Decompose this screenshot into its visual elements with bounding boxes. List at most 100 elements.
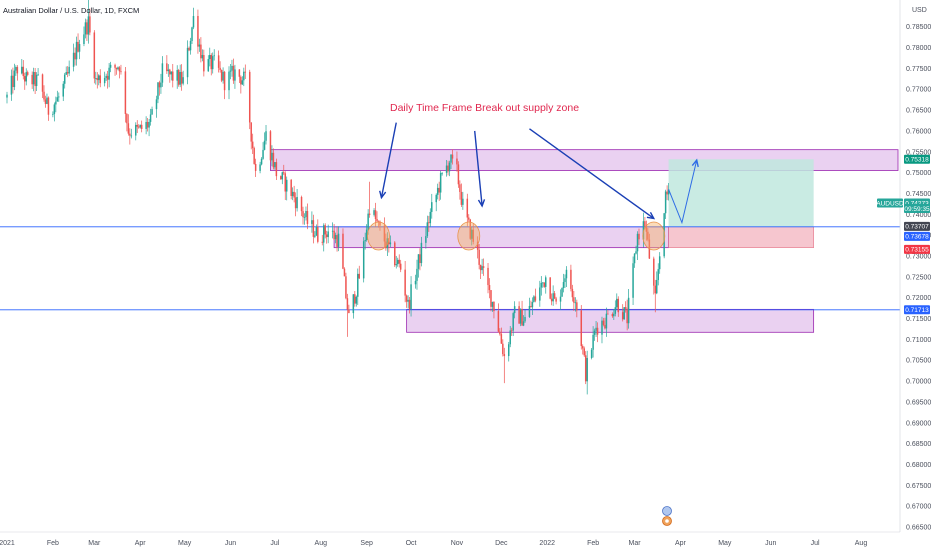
demand-zone[interactable] [406, 308, 815, 333]
price-tick-label: 0.74000 [906, 212, 931, 219]
position-target-area[interactable] [668, 159, 814, 227]
candle-body [647, 231, 649, 240]
candle-body [290, 179, 292, 197]
candle-body [302, 211, 304, 218]
candle-body [254, 163, 257, 171]
candle-body [231, 65, 233, 71]
candle-body [426, 222, 429, 237]
candle-body [590, 349, 593, 359]
forecast-path[interactable] [668, 159, 698, 225]
candle-body [13, 70, 16, 88]
candle-body [130, 135, 133, 137]
time-axis[interactable]: 2021 Feb Mar Apr May Jun Jul Aug Sep Oct Nov Dec 202… [0, 531, 932, 550]
candle-body [367, 213, 369, 230]
long-position-tool[interactable] [668, 159, 814, 248]
candle-body [272, 152, 275, 168]
position-stop-area[interactable] [668, 226, 814, 248]
candle-body [644, 221, 646, 226]
annotation-arrow-3[interactable] [529, 128, 655, 220]
candle-body [419, 254, 421, 264]
candle-body [346, 298, 349, 310]
time-tick-label: May [718, 540, 732, 547]
candle-body [203, 55, 205, 72]
breakout-marker-1[interactable] [367, 221, 390, 251]
candle-body [633, 253, 636, 264]
candle-body [379, 221, 381, 226]
candle-body [89, 16, 91, 33]
candle-body [456, 158, 458, 165]
time-tick-label: Jun [225, 540, 236, 547]
candle-body [12, 75, 14, 88]
time-tick-label: Apr [675, 540, 687, 547]
candle-body [274, 162, 276, 168]
time-tick-label: Nov [451, 540, 464, 547]
candle-body [533, 296, 535, 303]
dividend-icon-dot [665, 519, 669, 523]
candle-body [621, 312, 624, 320]
time-tick-label: 2022 [539, 540, 555, 547]
candle-body [294, 197, 297, 209]
time-tick-label: Feb [47, 540, 59, 547]
candle-body [507, 344, 510, 357]
events-icons[interactable] [662, 506, 672, 526]
candle-body [305, 210, 307, 217]
candle-body [596, 327, 599, 335]
candle-body [56, 97, 59, 102]
price-tick-label: 0.72000 [906, 295, 931, 302]
candle-body [22, 66, 25, 77]
candle-body [105, 75, 107, 78]
price-tick-label: 0.78500 [906, 24, 931, 31]
time-tick-label: Oct [406, 540, 417, 547]
candle-body [189, 41, 192, 51]
price-tag-3: 09:59:35 [904, 206, 930, 213]
candle-body [148, 121, 150, 128]
candle-body [348, 309, 350, 314]
candle-body [457, 164, 460, 185]
candle-body [35, 74, 38, 87]
candle-body [576, 302, 578, 311]
breakout-marker-2[interactable] [457, 221, 481, 251]
candle-body [441, 172, 443, 174]
price-tick-label: 0.67000 [906, 504, 931, 511]
candle-body [510, 330, 513, 332]
candle-body [139, 124, 141, 128]
candle-body [229, 70, 232, 72]
candle-body [284, 173, 287, 192]
candle-body [155, 99, 158, 110]
candle-body [466, 198, 469, 218]
candle-body [331, 230, 334, 232]
event-flag-icon[interactable] [662, 506, 672, 516]
candle-body [540, 282, 543, 288]
candle-body [63, 74, 66, 84]
candle-body [358, 273, 361, 279]
candle-body [389, 242, 392, 245]
candle-body [451, 154, 454, 159]
candle-body [6, 94, 8, 98]
annotation-text[interactable]: Daily Time Frame Break out supply zone [390, 102, 579, 114]
annotation-arrow-1[interactable] [380, 122, 397, 198]
candle-body [68, 66, 70, 74]
candle-body [201, 55, 204, 59]
candle-body [562, 282, 565, 289]
candle-body [414, 280, 417, 285]
candle-body [470, 229, 473, 239]
candle-body [611, 314, 614, 317]
annotation-arrow-2[interactable] [474, 130, 483, 207]
candle-body [425, 236, 427, 243]
candle-body [117, 67, 119, 70]
price-axis[interactable]: USD 0.78500 0.78000 0.77500 0.77000 0.76500 0… [899, 0, 932, 532]
price-tag-7: 0.71713 [905, 307, 929, 314]
candle-body [552, 293, 554, 302]
candle-body [120, 71, 122, 73]
candle-body [657, 269, 659, 281]
candle-body [488, 285, 491, 291]
candle-body [479, 264, 482, 271]
breakout-marker-3[interactable] [642, 221, 666, 251]
symbol-tag: AUDUSD [876, 200, 904, 207]
candle-body [75, 41, 78, 60]
candle-body [106, 75, 109, 80]
candle-body [43, 91, 45, 100]
price-tick-label: 0.69000 [906, 420, 931, 427]
candle-body [564, 278, 566, 283]
